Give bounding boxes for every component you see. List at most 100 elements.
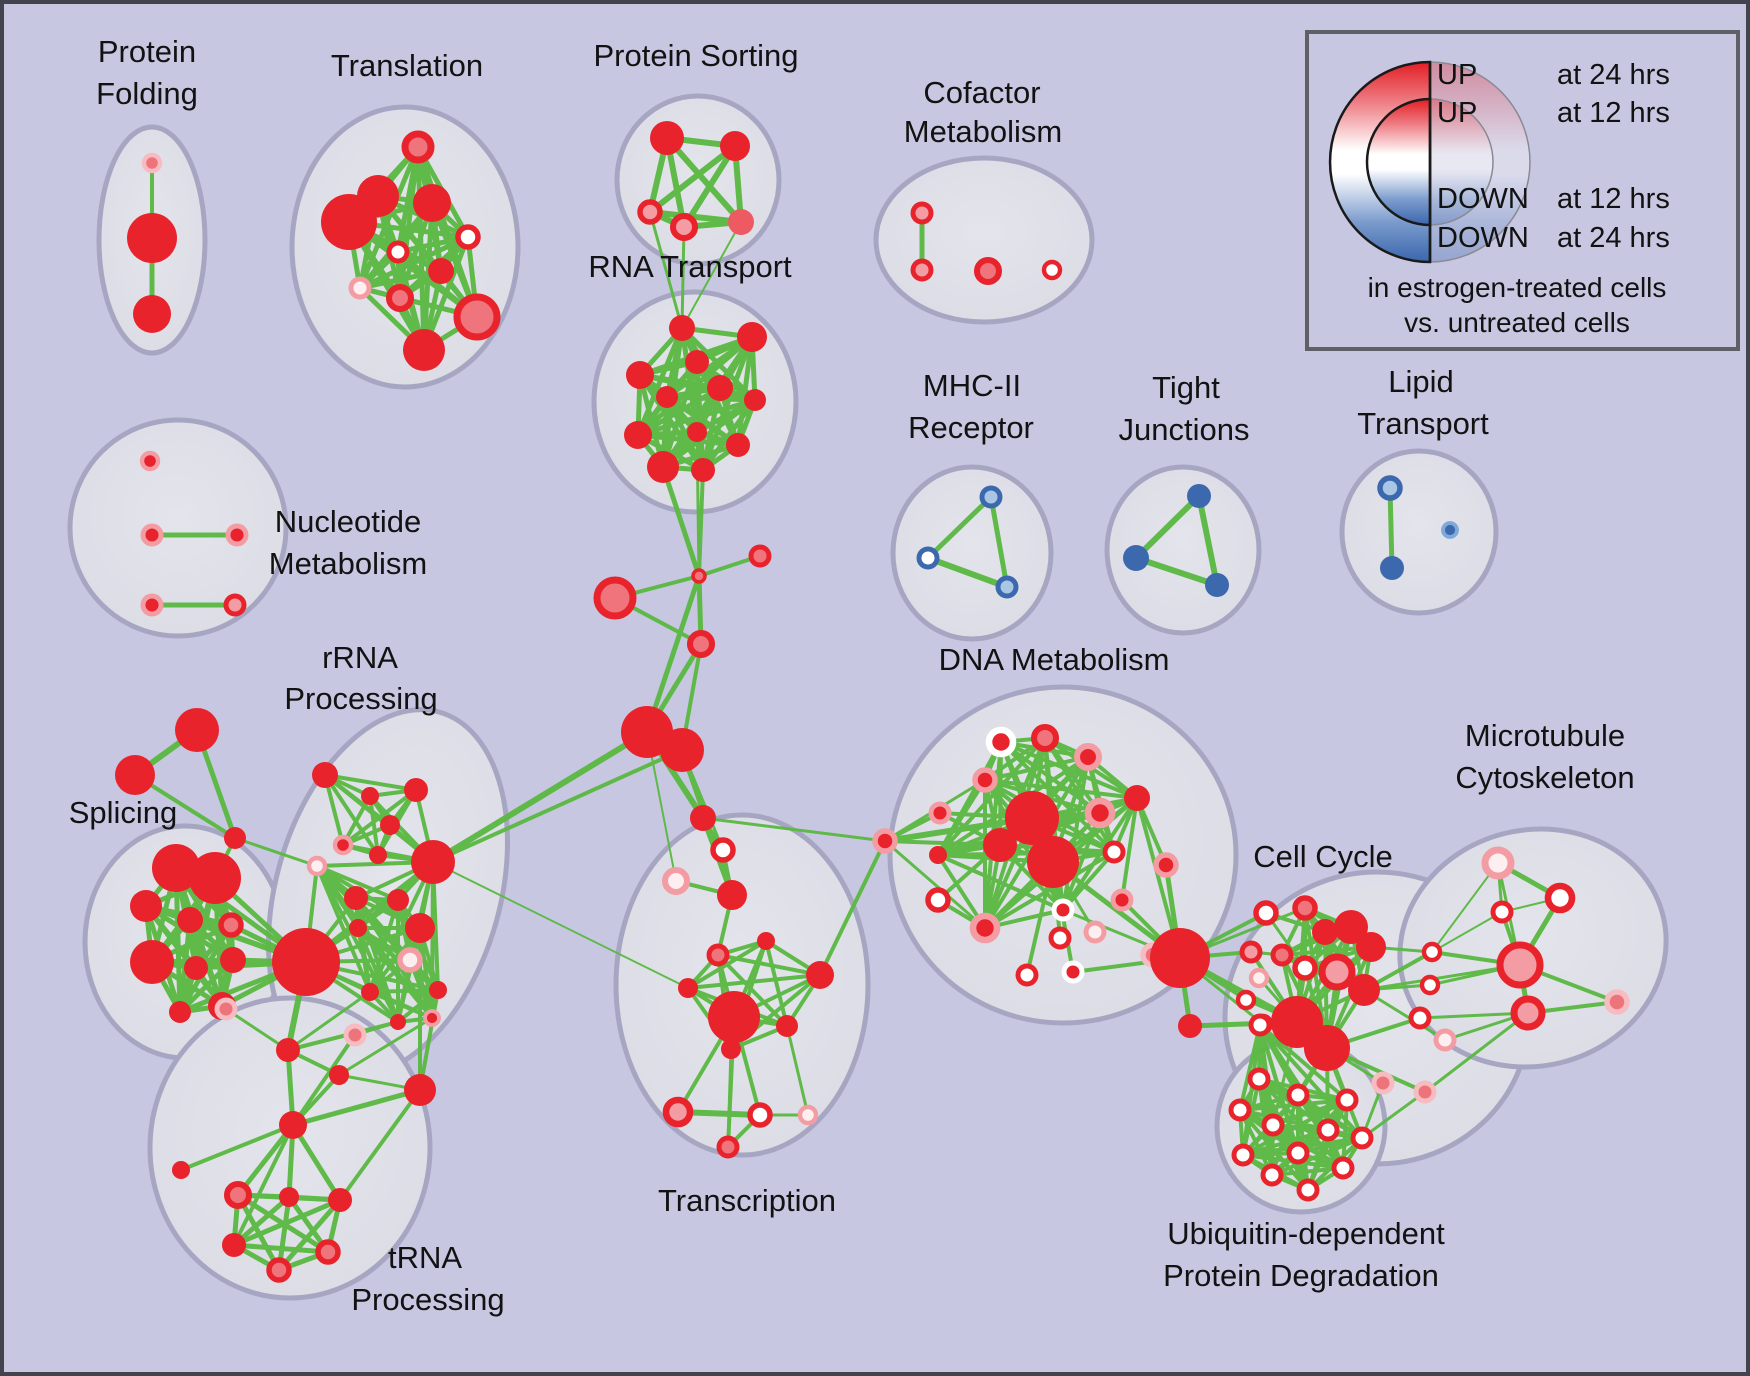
legend-row-time-1: at 12 hrs [1557, 97, 1670, 129]
edge-rr6-tr6 [432, 861, 689, 989]
node-u11 [1296, 1178, 1320, 1202]
node-cc8 [1292, 955, 1318, 981]
edge-rr14-rr6 [368, 860, 435, 994]
node-cc6 [1239, 940, 1263, 964]
cluster-label-microtubule-cytoskeleton-0: Microtubule [1465, 718, 1625, 753]
node-rr [272, 928, 340, 996]
nodes-layer [115, 121, 1630, 1283]
edge-tr4-tr9 [764, 939, 789, 1028]
edge-u9-u10 [1270, 1166, 1345, 1177]
edge-u4-u12 [1271, 1098, 1349, 1127]
edge-cc2-cc15 [1303, 906, 1329, 1050]
node-s8 [130, 940, 174, 984]
node-u9 [1260, 1163, 1284, 1187]
node-n1 [140, 523, 164, 547]
node-tr11 [662, 1096, 694, 1128]
node-n4 [223, 593, 247, 617]
node-tr10 [721, 1039, 741, 1059]
node-d13 [1153, 852, 1179, 878]
node-s1 [115, 755, 155, 795]
edge-rr14-tn1 [286, 990, 372, 1052]
node-t6 [428, 258, 454, 284]
legend-caption-1: vs. untreated cells [1404, 307, 1630, 338]
edge-rr1-rr5 [368, 794, 380, 857]
edge-tn9-tn10 [231, 1242, 331, 1255]
edge-tn4-tn9 [232, 1123, 295, 1247]
node-tr9 [776, 1015, 798, 1037]
edge-d1-d12 [936, 736, 1047, 857]
edge-m1-m2 [925, 555, 1010, 590]
edge-tr5-tr7 [716, 953, 822, 977]
edge-tr6-tr7 [686, 973, 822, 990]
node-tj0 [1187, 484, 1211, 508]
node-s12 [169, 1001, 191, 1023]
edge-m0-m2 [988, 494, 1010, 590]
node-m0 [979, 485, 1003, 509]
edge-tn3-tn4 [290, 1087, 423, 1128]
node-pf0 [141, 152, 163, 174]
node-u2 [1286, 1083, 1310, 1107]
node-d2 [1073, 742, 1103, 772]
edge-u11-u12 [1306, 1098, 1349, 1192]
node-rt11 [691, 458, 715, 482]
edge-rt10-h0 [660, 464, 702, 579]
node-c2 [973, 256, 1003, 286]
node-mt5 [1604, 989, 1630, 1015]
edge-h0-h4 [644, 573, 702, 735]
node-h0 [691, 568, 707, 584]
edge-rr2-rr3 [341, 788, 418, 847]
edge-cc16-mt2 [1431, 911, 1503, 953]
node-u7 [1231, 1143, 1255, 1167]
node-tr4 [757, 932, 775, 950]
node-u8 [1286, 1141, 1310, 1165]
cluster-label-dna-metabolism-0: DNA Metabolism [939, 642, 1170, 677]
node-t0 [401, 130, 435, 164]
legend-wheel-inner-right [1429, 98, 1494, 226]
edge-d2-d3 [983, 755, 1090, 782]
edge-tj0-tj2 [1196, 493, 1220, 588]
edge-tn0-tn1 [224, 1007, 290, 1052]
node-tr0 [690, 805, 716, 831]
edge-ps4-rt0 [681, 221, 742, 329]
cluster-ellipse-mhc-ii-receptor [890, 464, 1054, 642]
node-tn7 [279, 1187, 299, 1207]
cluster-ellipse-transcription [613, 812, 871, 1158]
edge-tr10-tr14 [726, 1047, 733, 1149]
edge-u9-u12 [1270, 1098, 1349, 1177]
edge-u0-u12 [1258, 1023, 1349, 1102]
node-u4 [1261, 1113, 1285, 1137]
node-tr6 [678, 978, 698, 998]
edge-ps1-ps2 [647, 143, 738, 215]
node-rt10 [647, 451, 679, 483]
node-rt3 [626, 361, 654, 389]
node-cc11 [1248, 967, 1270, 989]
node-tj2 [1205, 573, 1229, 597]
node-ps2 [637, 199, 663, 225]
node-s10 [220, 947, 246, 973]
node-t8 [385, 283, 415, 313]
node-rr6 [411, 840, 455, 884]
node-u5 [1316, 1118, 1340, 1142]
node-tr13 [797, 1104, 819, 1126]
node-mt2 [1490, 900, 1514, 924]
node-rt1 [737, 322, 767, 352]
legend-row-time-3: at 24 hrs [1557, 222, 1670, 254]
edge-d1-d10 [1043, 736, 1116, 854]
node-s5 [130, 890, 162, 922]
node-rr1 [361, 787, 379, 805]
node-cc19 [1433, 1028, 1457, 1052]
node-rr11 [349, 919, 367, 937]
node-tr5 [706, 943, 730, 967]
node-mt4 [1510, 995, 1546, 1031]
legend-row-dir-1: UP [1437, 97, 1477, 129]
node-d0 [985, 726, 1017, 758]
node-cc9 [1318, 953, 1356, 991]
edge-h4-rr6 [430, 729, 650, 865]
node-h1 [748, 544, 772, 568]
node-t5 [386, 240, 410, 264]
node-ps3 [669, 212, 699, 242]
labels-layer: Protein Folding Translation Protein Sorting… [69, 34, 1635, 1317]
node-u6 [1350, 1126, 1374, 1150]
node-tr7 [806, 961, 834, 989]
node-tr1 [710, 837, 736, 863]
